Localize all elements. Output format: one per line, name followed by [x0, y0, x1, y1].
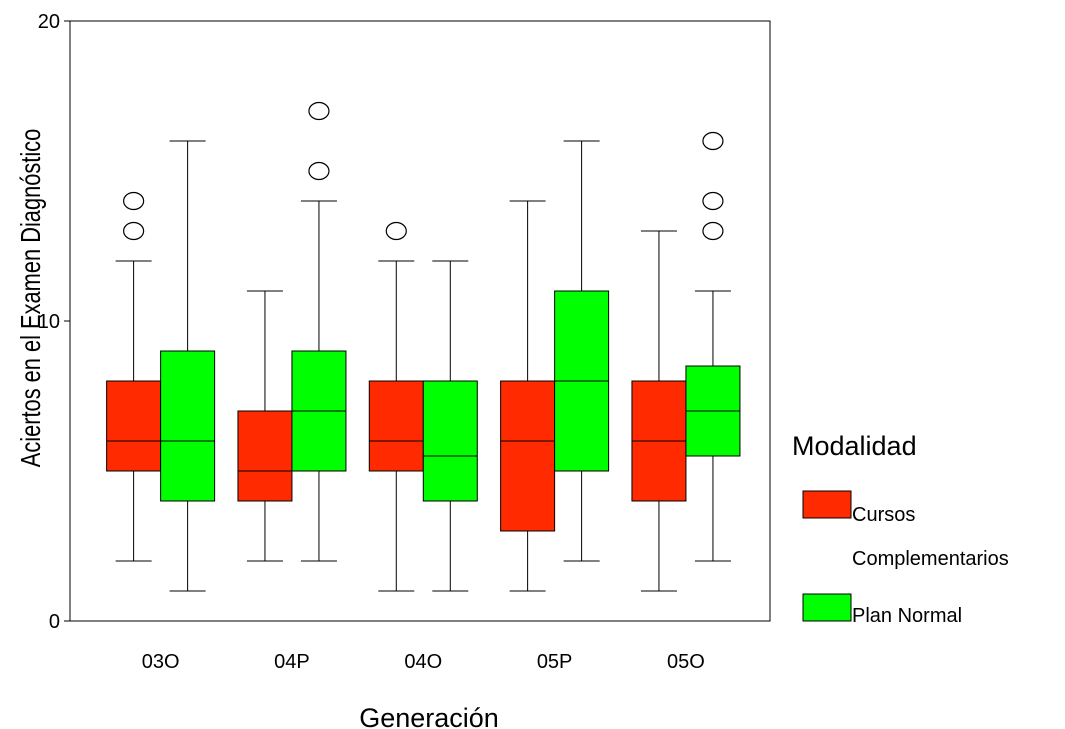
box-04P-series-1	[237, 290, 293, 562]
box-iqr	[500, 380, 556, 532]
x-tick-label: 05P	[537, 651, 573, 673]
box-04P-series-2	[291, 101, 347, 562]
plot-area-frame	[69, 20, 771, 622]
outlier-point	[385, 221, 407, 241]
legend-label-complementarios: Complementarios	[852, 548, 1009, 570]
outlier-point	[123, 191, 145, 211]
y-axis: 0 10 20	[38, 11, 70, 633]
box-05P-series-1	[500, 200, 556, 592]
legend-swatch-plan-normal	[802, 593, 852, 622]
legend-title: Modalidad	[792, 431, 917, 461]
box-series	[106, 101, 741, 592]
y-tick-label: 10	[38, 311, 60, 333]
legend-label-plan-normal: Plan Normal	[852, 605, 962, 627]
x-tick-label: 04O	[404, 651, 442, 673]
box-iqr	[368, 380, 424, 472]
y-axis-title: Aciertos en el Examen Diagnóstico	[15, 129, 46, 467]
box-iqr	[106, 380, 162, 472]
x-axis-title: Generación	[359, 703, 499, 729]
box-04O-series-1	[368, 221, 424, 592]
box-04O-series-2	[422, 260, 478, 592]
outlier-point	[702, 131, 724, 151]
legend: Modalidad Cursos Complementarios Plan No…	[792, 431, 1009, 627]
legend-item-cursos-complementarios: Cursos Complementarios	[802, 490, 1009, 570]
box-iqr	[237, 410, 293, 502]
y-tick-label: 20	[38, 11, 60, 33]
box-03O-series-1	[106, 191, 162, 562]
legend-label-cursos: Cursos	[852, 504, 915, 526]
box-05O-series-1	[631, 230, 687, 592]
box-iqr	[422, 380, 478, 502]
outlier-point	[308, 161, 330, 181]
box-05P-series-2	[554, 140, 610, 562]
outlier-point	[123, 221, 145, 241]
box-03O-series-2	[160, 140, 216, 592]
y-tick-label: 0	[49, 611, 60, 633]
outlier-point	[308, 101, 330, 121]
x-axis: 03O 04P 04O 05P 05O	[142, 651, 705, 673]
x-tick-label: 03O	[142, 651, 180, 673]
x-tick-label: 04P	[274, 651, 310, 673]
outlier-point	[702, 221, 724, 241]
x-tick-label: 05O	[667, 651, 705, 673]
outlier-point	[702, 191, 724, 211]
box-iqr	[160, 350, 216, 502]
legend-swatch-cursos-complementarios	[802, 490, 852, 519]
legend-item-plan-normal: Plan Normal	[802, 593, 962, 627]
box-05O-series-2	[685, 131, 741, 562]
